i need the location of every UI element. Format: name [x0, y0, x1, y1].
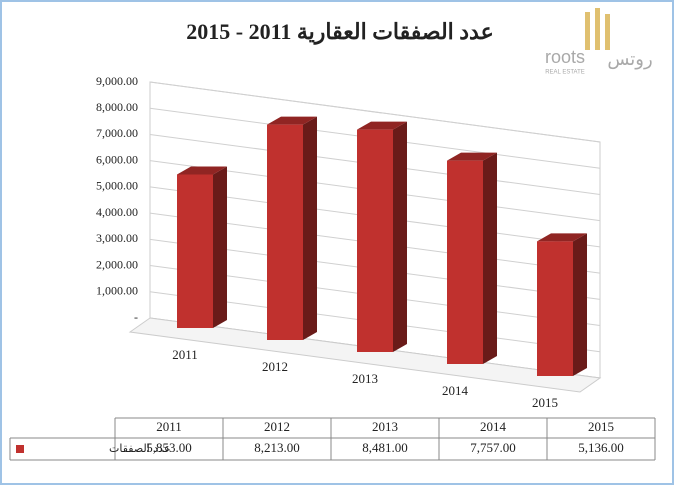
x-tick-label: 2015 — [532, 395, 558, 410]
bar — [267, 116, 317, 340]
bar — [177, 166, 227, 328]
bar-side — [303, 116, 317, 340]
table-header: 2013 — [372, 419, 398, 434]
y-tick-label: 6,000.00 — [96, 152, 138, 166]
bar-top — [357, 121, 407, 130]
logo-bar — [595, 8, 600, 50]
bar-front — [177, 174, 213, 328]
y-tick-label: 2,000.00 — [96, 257, 138, 271]
bar-front — [447, 160, 483, 364]
table-header: 2014 — [480, 419, 507, 434]
bar-side — [213, 166, 227, 328]
bar-front — [537, 241, 573, 376]
bar-side — [483, 152, 497, 364]
x-tick-label: 2012 — [262, 359, 288, 374]
y-tick-label: - — [134, 310, 138, 324]
logo-latin: roots — [545, 47, 585, 67]
table-value: 8,213.00 — [254, 440, 300, 455]
y-tick-label: 4,000.00 — [96, 205, 138, 219]
legend-swatch — [16, 445, 24, 453]
table-header: 2011 — [156, 419, 182, 434]
bar-top — [177, 166, 227, 175]
table-header: 2012 — [264, 419, 290, 434]
table-header: 2015 — [588, 419, 614, 434]
y-tick-label: 8,000.00 — [96, 100, 138, 114]
logo-arabic: روتس — [607, 49, 652, 70]
legend-label: عدد الصفقات — [109, 442, 171, 455]
bar-top — [537, 233, 587, 242]
bar-front — [267, 124, 303, 340]
bar-front — [357, 129, 393, 352]
y-tick-label: 9,000.00 — [96, 74, 138, 88]
bar-side — [573, 233, 587, 376]
bar-top — [447, 152, 497, 161]
x-tick-label: 2014 — [442, 383, 469, 398]
logo-tagline: REAL ESTATE — [545, 70, 585, 76]
bar — [447, 152, 497, 364]
logo: roots REAL ESTATE روتس — [545, 8, 653, 76]
x-tick-label: 2013 — [352, 371, 378, 386]
bar — [357, 121, 407, 352]
table-value: 7,757.00 — [470, 440, 516, 455]
y-tick-label: 3,000.00 — [96, 231, 138, 245]
bar-top — [267, 116, 317, 125]
chart-title: عدد الصفقات العقارية 2011 - 2015 — [186, 19, 493, 45]
x-tick-label: 2011 — [172, 347, 198, 362]
y-tick-label: 1,000.00 — [96, 284, 138, 298]
logo-bar — [585, 12, 590, 50]
table-value: 5,136.00 — [578, 440, 624, 455]
table-value: 5,853.00 — [146, 440, 192, 455]
table-value: 8,481.00 — [362, 440, 408, 455]
bar — [537, 233, 587, 376]
bar-side — [393, 121, 407, 352]
grid-line — [149, 81, 601, 143]
y-tick-label: 5,000.00 — [96, 179, 138, 193]
y-tick-label: 7,000.00 — [96, 126, 138, 140]
logo-bar — [605, 14, 610, 50]
